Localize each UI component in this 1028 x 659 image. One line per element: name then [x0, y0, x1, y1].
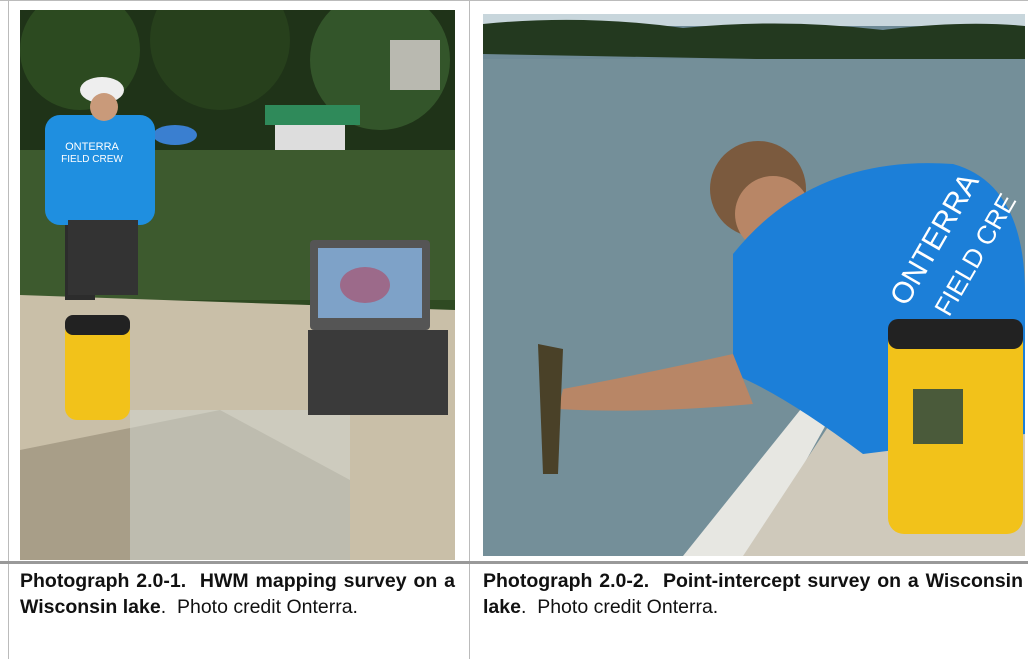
border [8, 0, 9, 659]
caption-title: Photograph 2.0-1. HWM mapping survey on … [20, 570, 461, 618]
photo-right: ONTERRA FIELD CRE [483, 14, 1025, 556]
caption-credit: . Photo credit Onterra. [520, 596, 719, 618]
border [0, 0, 1028, 1]
caption-title: Photograph 2.0-2. Point-intercept survey… [483, 570, 1028, 618]
caption: Photograph 2.0-2. Point-intercept survey… [483, 568, 1023, 620]
photo-left: ONTERRA FIELD CREW [20, 10, 455, 560]
caption-credit: . Photo credit Onterra. [160, 596, 358, 618]
shirt-text: FIELD CREW [61, 154, 123, 165]
border [469, 0, 470, 659]
caption: Photograph 2.0-1. HWM mapping survey on … [20, 568, 455, 620]
border [0, 561, 1028, 564]
shirt-text: ONTERRA [65, 141, 119, 153]
